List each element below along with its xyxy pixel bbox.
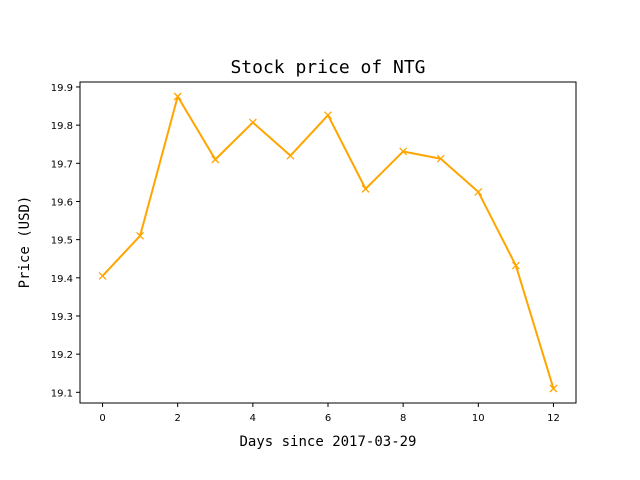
data-point-marker <box>474 187 483 196</box>
data-point-marker <box>511 261 520 270</box>
data-point-marker <box>211 155 220 164</box>
data-point-marker <box>399 147 408 156</box>
data-point-marker <box>286 151 295 160</box>
y-tick-label: 19.1 <box>51 388 73 399</box>
data-point-marker <box>549 384 558 393</box>
axis-ticks: 0 2 4 6 8 10 12 19.1 19.2 19.3 19.4 19.5 19.6 19.7 19.… <box>51 83 560 424</box>
y-tick-label: 19.8 <box>51 121 73 132</box>
y-tick-label: 19.7 <box>51 159 73 170</box>
axes-frame <box>79 81 577 404</box>
x-tick-label: 6 <box>325 413 331 424</box>
chart-title: Stock price of NTG <box>230 57 425 78</box>
x-tick-label: 8 <box>400 413 406 424</box>
data-point-marker <box>324 111 332 120</box>
y-tick-label: 19.3 <box>51 312 73 323</box>
x-tick-label: 2 <box>175 413 181 424</box>
y-tick-label: 19.4 <box>51 274 73 285</box>
plot-area <box>98 92 558 393</box>
x-tick-label: 4 <box>250 413 256 424</box>
y-tick-label: 19.2 <box>51 350 73 361</box>
data-point-marker <box>136 231 145 240</box>
y-tick-label: 19.9 <box>51 83 73 94</box>
x-tick-label: 10 <box>472 413 485 424</box>
x-tick-label: 0 <box>99 413 105 424</box>
data-point-marker <box>436 154 445 163</box>
x-axis-label: Days since 2017-03-29 <box>239 434 416 450</box>
data-point-marker <box>173 92 182 101</box>
y-tick-label: 19.6 <box>51 197 73 208</box>
price-series-line <box>101 95 555 389</box>
data-point-marker <box>361 184 370 193</box>
data-point-marker <box>248 118 257 127</box>
data-point-marker <box>98 271 107 280</box>
x-tick-label: 12 <box>547 413 560 424</box>
y-axis-label: Price (USD) <box>17 196 33 289</box>
y-tick-label: 19.5 <box>51 236 73 247</box>
